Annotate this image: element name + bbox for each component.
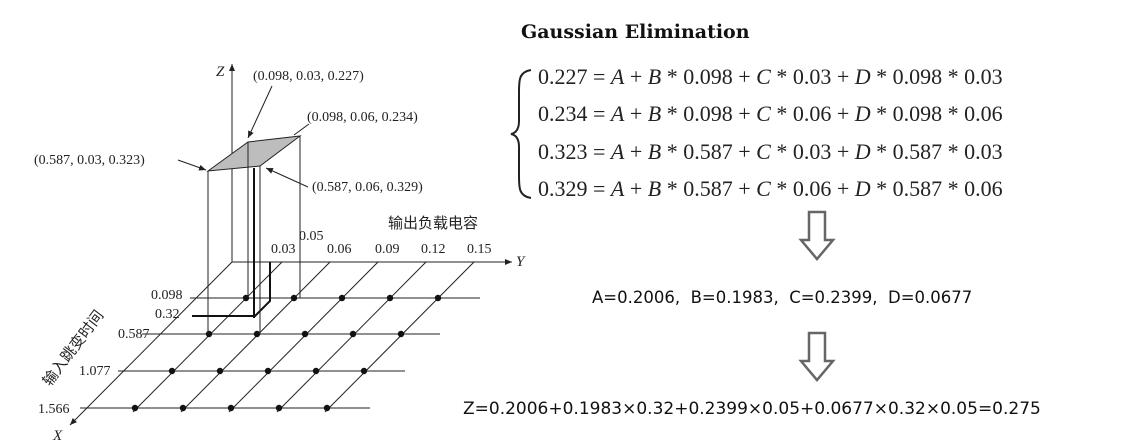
grid-dot <box>227 404 235 412</box>
y-query-label: 0.05 <box>299 229 324 244</box>
grid-dot <box>131 404 139 412</box>
point-label: (0.098, 0.03, 0.227) <box>253 69 364 84</box>
eq-d-coef1: 0.587 <box>893 176 943 201</box>
eq-d-coef1: 0.098 <box>893 101 943 126</box>
svg-text:0.227 = A + B * 0.098 + C * 0.: 0.227 = A + B * 0.098 + C * 0.03 + D * 0… <box>538 64 1003 89</box>
eq-c-coef: 0.06 <box>793 176 832 201</box>
grid-depth-line <box>324 261 475 413</box>
eq-d-coef2: 0.06 <box>964 176 1003 201</box>
grid-dot <box>349 330 357 338</box>
callout-line <box>177 159 207 171</box>
interpolation-patch <box>206 135 302 172</box>
eq-c-coef: 0.03 <box>793 139 832 164</box>
grid-dot <box>205 330 213 338</box>
down-arrow-icon <box>798 331 836 382</box>
grid-dot <box>312 367 320 375</box>
eq-lhs: 0.227 <box>538 64 588 89</box>
callout-line <box>265 167 309 188</box>
grid-dot <box>179 404 187 412</box>
coefficients-result: A=0.2006, B=0.1983, C=0.2399, D=0.0677 <box>592 288 972 307</box>
grid-dot <box>323 404 331 412</box>
equation-row: 0.234 = A + B * 0.098 + C * 0.06 + D * 0… <box>538 101 1003 126</box>
x-axis-line <box>69 261 233 426</box>
callout-line <box>247 85 273 139</box>
grid-dot <box>397 330 405 338</box>
eq-d-coef2: 0.03 <box>964 64 1003 89</box>
eq-b-coef: 0.098 <box>683 64 733 89</box>
y-axis-title: 输出负载电容 <box>388 214 478 232</box>
eq-lhs: 0.329 <box>538 176 588 201</box>
y-tick-label: 0.06 <box>327 242 352 257</box>
grid-dot <box>275 404 283 412</box>
equation-row: 0.323 = A + B * 0.587 + C * 0.03 + D * 0… <box>538 139 1003 164</box>
grid-dot <box>338 294 346 302</box>
svg-text:0.234 = A + B * 0.098 + C * 0.: 0.234 = A + B * 0.098 + C * 0.06 + D * 0… <box>538 101 1003 126</box>
grid-depth-line <box>228 261 379 413</box>
grid-dot <box>168 367 176 375</box>
solution-panel: Gaussian Elimination 0.227 = A + B * 0.0… <box>463 21 1041 419</box>
z-axis-label: Z <box>216 64 225 80</box>
eq-d-coef1: 0.098 <box>893 64 943 89</box>
z-result: Z=0.2006+0.1983×0.32+0.2399×0.05+0.0677×… <box>463 399 1041 419</box>
grid-dot <box>290 294 298 302</box>
eq-d-coef2: 0.03 <box>964 139 1003 164</box>
eq-c-coef: 0.03 <box>793 64 832 89</box>
y-tick-label: 0.09 <box>375 242 400 257</box>
eq-b-coef: 0.587 <box>683 139 733 164</box>
grid-dot <box>434 294 442 302</box>
callout-line <box>293 123 310 136</box>
query-projection <box>192 262 271 317</box>
grid-dot <box>386 294 394 302</box>
x-axis-label: X <box>52 428 63 444</box>
grid-depth-line <box>180 261 331 413</box>
x-tick-label: 1.566 <box>38 402 70 417</box>
eq-lhs: 0.234 <box>538 101 588 126</box>
eq-c-coef: 0.06 <box>793 101 832 126</box>
eq-lhs: 0.323 <box>538 139 588 164</box>
grid-dot <box>360 367 368 375</box>
x-query-label: 0.32 <box>155 307 180 322</box>
x-tick-label: 0.587 <box>118 327 150 342</box>
svg-text:0.329 = A + B * 0.587 + C * 0.: 0.329 = A + B * 0.587 + C * 0.06 + D * 0… <box>538 176 1003 201</box>
y-tick-label: 0.15 <box>467 242 492 257</box>
point-label: (0.587, 0.03, 0.323) <box>34 153 145 168</box>
eq-d-coef1: 0.587 <box>893 139 943 164</box>
grid-dot <box>216 367 224 375</box>
grid-dot <box>301 330 309 338</box>
equation-row: 0.329 = A + B * 0.587 + C * 0.06 + D * 0… <box>538 176 1003 201</box>
point-label: (0.098, 0.06, 0.234) <box>307 110 418 125</box>
y-axis-label: Y <box>516 254 526 270</box>
eq-d-coef2: 0.06 <box>964 101 1003 126</box>
grid-depth-line <box>132 261 283 413</box>
down-arrow-icon <box>798 210 836 261</box>
system-brace <box>510 69 532 199</box>
equation-row: 0.227 = A + B * 0.098 + C * 0.03 + D * 0… <box>538 64 1003 89</box>
section-title: Gaussian Elimination <box>521 21 750 43</box>
grid-dots <box>131 294 442 412</box>
grid-diagram: Z Y X 输出负载电容 输入跳变时间 0.03 0.06 0.09 0.12 … <box>34 64 526 444</box>
grid-dot <box>253 330 261 338</box>
x-tick-label: 0.098 <box>151 288 183 303</box>
eq-b-coef: 0.098 <box>683 101 733 126</box>
point-label: (0.587, 0.06, 0.329) <box>312 180 423 195</box>
grid-dot <box>264 367 272 375</box>
grid-depth-line <box>276 261 427 413</box>
svg-text:0.323 = A + B * 0.587 + C * 0.: 0.323 = A + B * 0.587 + C * 0.03 + D * 0… <box>538 139 1003 164</box>
x-tick-label: 1.077 <box>79 364 111 379</box>
eq-b-coef: 0.587 <box>683 176 733 201</box>
y-tick-label: 0.03 <box>271 242 296 257</box>
y-tick-label: 0.12 <box>421 242 446 257</box>
